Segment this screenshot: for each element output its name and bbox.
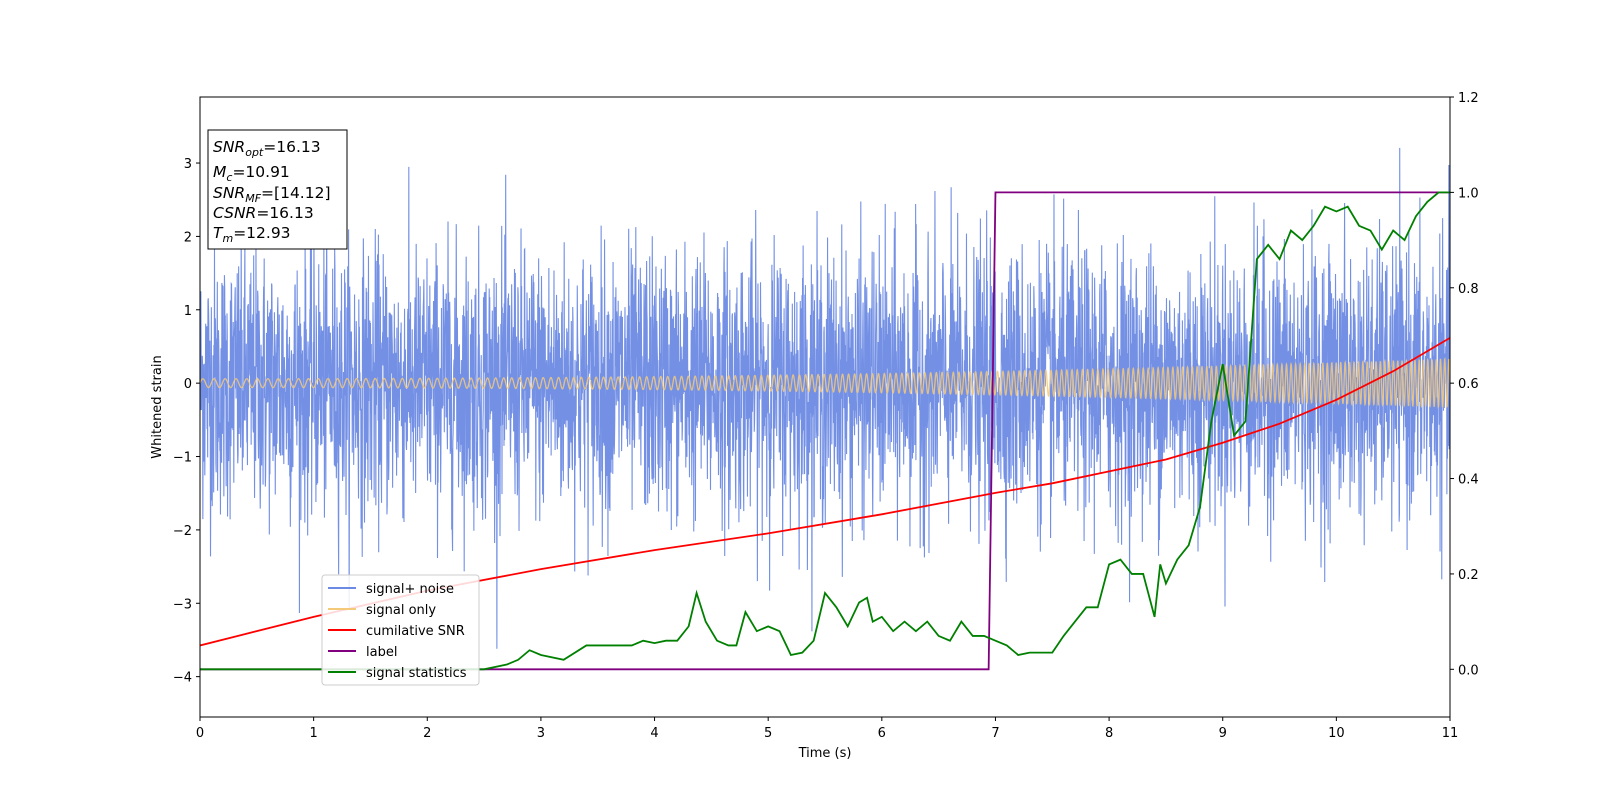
annotation-line: Mc=10.91 (213, 163, 290, 184)
annotation-box-frame (207, 129, 348, 250)
y-axis-label: Whitened strain (150, 355, 165, 458)
annotation-value: =[14.12] (261, 184, 330, 202)
x-tick-label: 8 (1105, 726, 1113, 741)
legend-frame (321, 574, 480, 686)
x-tick-label: 2 (423, 726, 431, 741)
legend-label: cumilative SNR (366, 624, 465, 639)
annotation-subscript: c (226, 171, 232, 184)
series-cumulative-snr-line (200, 337, 1450, 647)
annotation-symbol: T (213, 224, 224, 242)
legend-label: signal only (366, 603, 436, 618)
x-tick-label: 7 (991, 726, 999, 741)
annotation-subscript: m (222, 232, 233, 245)
y2-tick-label: 0.0 (1458, 663, 1479, 678)
x-tick-label: 4 (650, 726, 658, 741)
annotation-line: CSNR=16.13 (213, 204, 314, 222)
annotation-symbol: CSNR (213, 204, 256, 222)
annotation-symbol: SNR (213, 184, 245, 202)
x-tick-label: 5 (764, 726, 772, 741)
y-tick-label: 3 (184, 157, 192, 172)
series-label-line (200, 191, 1450, 671)
annotation-symbol: SNR (213, 138, 245, 156)
legend-label: label (366, 645, 397, 660)
x-tick-label: 9 (1219, 726, 1227, 741)
legend: signal+ noise signal only cumilative SNR la… (321, 574, 480, 686)
y-tick-label: 2 (184, 230, 192, 245)
annotation-line: SNRMF=[14.12] (213, 184, 331, 205)
annotation-value: =12.93 (233, 224, 290, 242)
x-axis: 0 1 2 3 4 5 6 7 8 9 10 11 (196, 717, 1458, 741)
y-axis-right: 0.0 0.2 0.4 0.6 0.8 1.0 1.2 (1450, 91, 1479, 678)
annotation-value: =10.91 (232, 163, 289, 181)
y2-tick-label: 0.6 (1458, 377, 1479, 392)
y-tick-label: −4 (173, 671, 192, 686)
x-axis-label: Time (s) (798, 746, 852, 761)
series-signal-only-line (200, 356, 1450, 410)
plot-series-layer (200, 147, 1450, 671)
annotation-symbol: M (213, 163, 226, 181)
y2-tick-label: 0.2 (1458, 568, 1479, 583)
annotation-line: SNRopt=16.13 (213, 138, 321, 159)
y-tick-label: −2 (173, 524, 192, 539)
annotation-value: =16.13 (263, 138, 320, 156)
annotation-subscript: MF (245, 192, 261, 205)
y2-tick-label: 1.2 (1458, 91, 1479, 106)
y2-tick-label: 0.4 (1458, 473, 1479, 488)
annotation-value: =16.13 (256, 204, 313, 222)
y-axis-left: 3 2 1 0 −1 −2 −3 −4 (173, 157, 200, 686)
plot-frame (199, 96, 1451, 718)
legend-label: signal+ noise (366, 582, 454, 597)
annotation-box: SNRopt=16.13Mc=10.91SNRMF=[14.12]CSNR=16… (207, 129, 348, 250)
annotation-line: Tm=12.93 (213, 224, 291, 245)
x-tick-label: 6 (878, 726, 886, 741)
series-signal-statistics-line (200, 191, 1450, 671)
legend-label: signal statistics (366, 666, 467, 681)
x-tick-label: 0 (196, 726, 204, 741)
x-tick-label: 1 (309, 726, 317, 741)
y-tick-label: −3 (173, 597, 192, 612)
y2-tick-label: 1.0 (1458, 186, 1479, 201)
x-tick-label: 3 (537, 726, 545, 741)
x-tick-label: 10 (1328, 726, 1345, 741)
y-tick-label: 1 (184, 304, 192, 319)
y2-tick-label: 0.8 (1458, 282, 1479, 297)
x-tick-label: 11 (1442, 726, 1459, 741)
y-tick-label: 0 (184, 377, 192, 392)
annotation-subscript: opt (245, 146, 264, 159)
y-tick-label: −1 (173, 451, 192, 466)
